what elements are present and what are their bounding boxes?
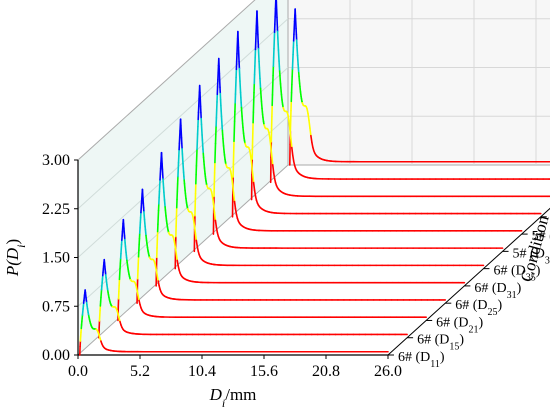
x-tick-label: 5.2	[130, 363, 150, 380]
y-tick-label: 2.25	[42, 201, 70, 218]
series-segment	[269, 137, 272, 148]
series-curve	[78, 289, 389, 356]
series-segment	[231, 183, 235, 194]
series-segment	[176, 259, 180, 267]
series-segment	[307, 112, 310, 122]
series-curve	[98, 258, 408, 339]
series-segment	[214, 219, 218, 229]
series-segment	[212, 203, 216, 214]
condition-label: 6# (D21)	[436, 315, 483, 335]
series-segment	[290, 137, 293, 149]
series-curve	[212, 57, 523, 235]
series-segment	[250, 163, 254, 175]
floor-edges	[387, 207, 550, 356]
series-segment	[230, 175, 234, 186]
series-segment	[249, 149, 252, 158]
series-segment	[210, 191, 214, 198]
labels: 6# (D11)6# (D15)6# (D21)6# (D25)6# (D31)…	[3, 213, 550, 409]
series-segment	[310, 134, 313, 143]
series-segment	[192, 218, 196, 227]
series-segment	[215, 226, 219, 234]
x-axis-title: Di/mm	[209, 385, 257, 409]
series-segment	[253, 189, 257, 197]
x-tick-label: 0.0	[68, 363, 88, 380]
condition-label: 6# (D15)	[417, 333, 464, 353]
series-segment	[195, 239, 199, 248]
back-wall	[287, 0, 550, 166]
condition-label: 6# (D11)	[398, 350, 445, 370]
series-segment	[194, 232, 198, 242]
series-segment	[270, 154, 274, 166]
series-segment	[291, 154, 295, 163]
series-segment	[232, 192, 236, 203]
y-tick-label: 1.50	[42, 250, 70, 267]
series-segment	[137, 294, 140, 302]
series-curve	[269, 0, 550, 184]
x-tick-label: 15.6	[250, 363, 278, 380]
series-segment	[309, 127, 312, 137]
series-segment	[306, 108, 309, 115]
x-tick-label: 26.0	[374, 363, 402, 380]
series-segment	[155, 269, 159, 277]
series-segment	[136, 289, 139, 297]
series-segment	[291, 146, 294, 157]
series-segment	[154, 264, 158, 271]
series-segment	[311, 141, 314, 148]
series-curve	[231, 30, 542, 218]
series-segment	[174, 246, 178, 255]
series-segment	[289, 128, 292, 140]
series-curve	[193, 84, 504, 253]
series-curve	[117, 218, 427, 322]
y-axis-title: P(Di)	[3, 239, 28, 277]
series-segment	[193, 225, 197, 235]
series-curve	[174, 118, 485, 270]
depth-axis-line	[387, 207, 550, 356]
series-segment	[270, 145, 273, 157]
axes: 0.0 5.2 10.4 15.6 20.8 26.0 0.00 0.75 1.50 2.25 3.…	[42, 152, 402, 380]
series-curve	[136, 188, 447, 304]
series-segment	[233, 200, 237, 210]
y-tick-label: 0.75	[42, 298, 70, 315]
series-segment	[252, 181, 256, 192]
x-tick-label: 10.4	[188, 363, 216, 380]
condition-label: 6# (D31)	[474, 281, 521, 301]
series-segment	[268, 131, 271, 139]
series-segment	[173, 240, 177, 249]
series-segment	[251, 172, 255, 184]
series-group	[78, 0, 550, 356]
series-segment	[271, 163, 275, 174]
condition-label: 5# (D31)	[513, 246, 550, 266]
back-wall-panel	[287, 0, 550, 166]
condition-label: 6# (D25)	[455, 298, 502, 318]
y-tick-label: 3.00	[42, 152, 70, 169]
side-gridline	[77, 18, 289, 210]
series-segment	[234, 207, 238, 216]
series-segment	[213, 211, 217, 222]
series-segment	[308, 119, 311, 129]
series-segment	[272, 171, 276, 180]
series-segment	[288, 120, 291, 130]
series-segment	[287, 114, 290, 122]
series-segment	[175, 253, 179, 262]
series-segment	[156, 274, 159, 282]
series-segment	[211, 196, 215, 205]
y-tick-label: 0.00	[42, 347, 70, 364]
x-tick-label: 20.8	[312, 363, 340, 380]
series-segment	[196, 245, 200, 253]
condition-label: 6# (D35)	[493, 264, 540, 284]
series-segment	[229, 170, 233, 178]
series-curve	[288, 8, 550, 166]
condition-label: 5# (D35)	[532, 229, 550, 249]
series-curve	[155, 151, 466, 287]
series-segment	[249, 155, 253, 166]
